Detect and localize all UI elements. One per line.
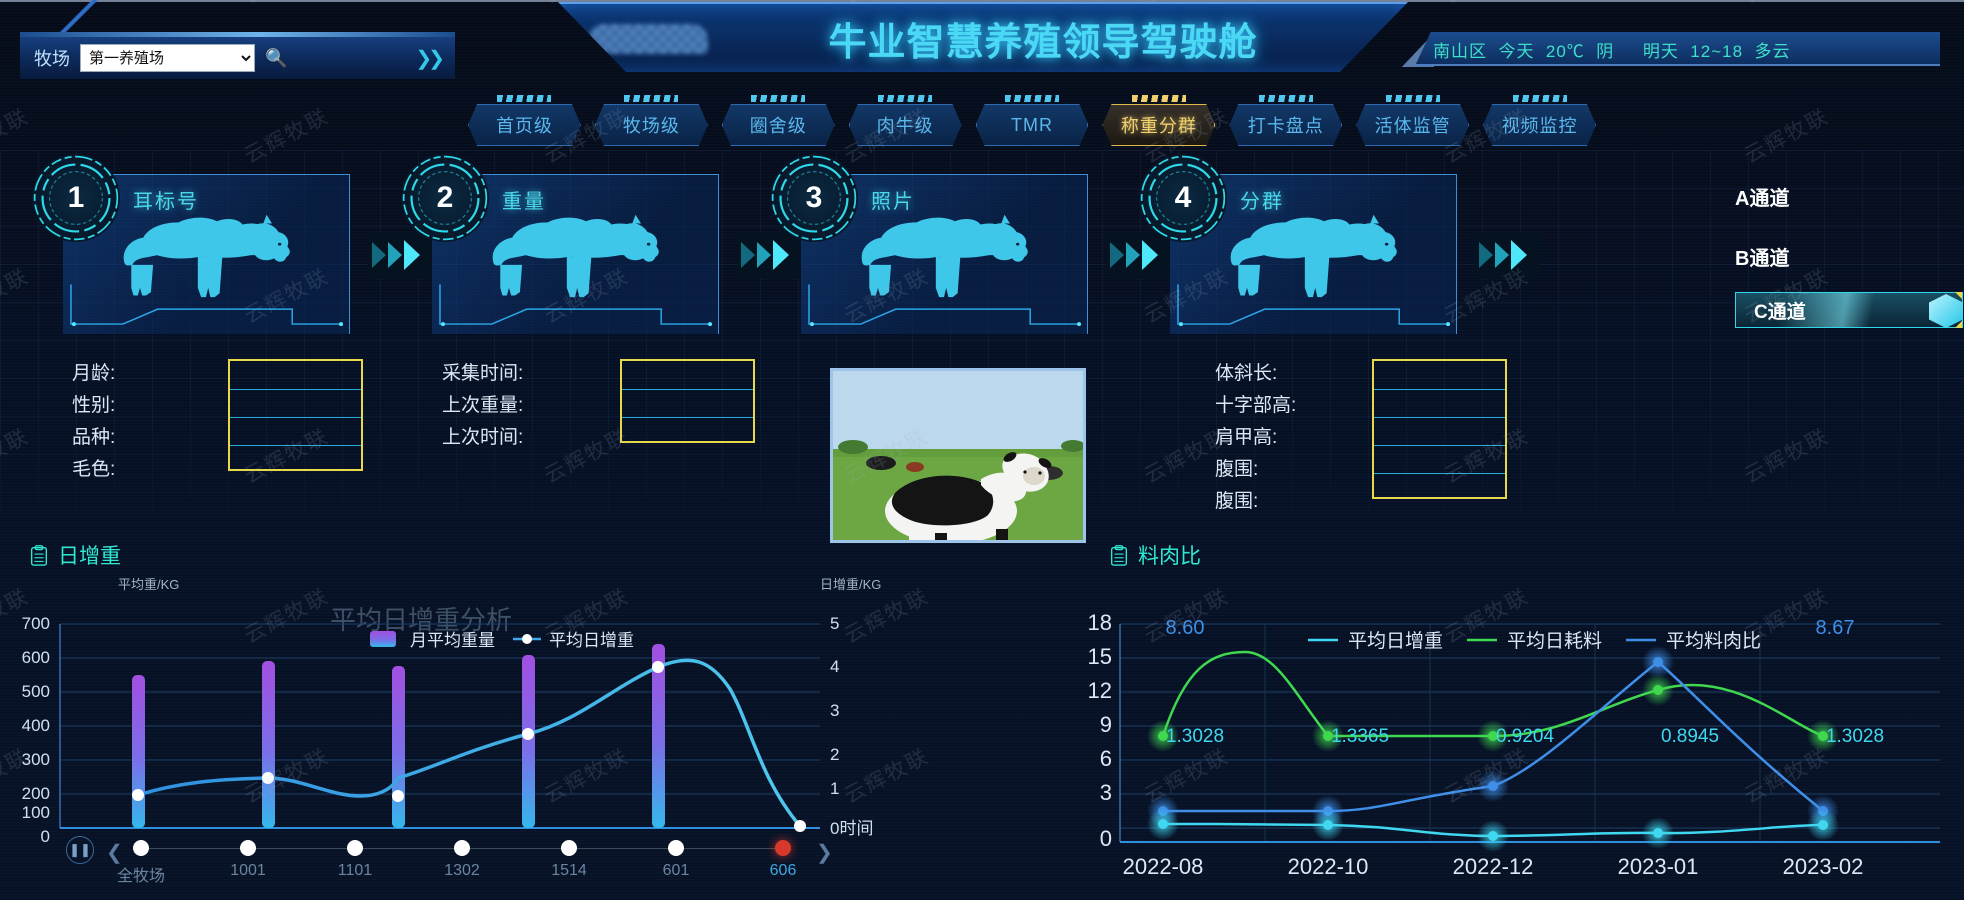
svg-text:9: 9	[1100, 712, 1112, 737]
svg-text:18: 18	[1088, 614, 1112, 635]
svg-text:15: 15	[1088, 644, 1112, 669]
svg-text:1: 1	[830, 779, 839, 798]
svg-text:2022-10: 2022-10	[1288, 854, 1369, 879]
svg-text:8.60: 8.60	[1166, 617, 1205, 639]
svg-text:400: 400	[22, 716, 50, 735]
svg-text:1.3028: 1.3028	[1826, 726, 1884, 747]
svg-text:300: 300	[22, 750, 50, 769]
svg-text:2: 2	[830, 745, 839, 764]
svg-text:2022-08: 2022-08	[1123, 854, 1204, 879]
svg-text:0时间: 0时间	[830, 819, 873, 838]
svg-text:0: 0	[1100, 826, 1112, 851]
svg-text:12: 12	[1088, 678, 1112, 703]
svg-text:100: 100	[22, 803, 50, 822]
svg-text:1.3028: 1.3028	[1166, 726, 1224, 747]
svg-text:8.67: 8.67	[1816, 617, 1855, 639]
svg-text:0.9204: 0.9204	[1496, 726, 1555, 747]
svg-text:6: 6	[1100, 746, 1112, 771]
svg-text:700: 700	[22, 614, 50, 633]
svg-text:500: 500	[22, 682, 50, 701]
svg-text:3: 3	[830, 701, 839, 720]
svg-text:0.8945: 0.8945	[1661, 726, 1719, 747]
svg-text:2022-12: 2022-12	[1453, 854, 1534, 879]
svg-text:5: 5	[830, 614, 839, 633]
svg-text:3: 3	[1100, 780, 1112, 805]
svg-text:200: 200	[22, 784, 50, 803]
svg-text:1.3365: 1.3365	[1331, 726, 1389, 747]
svg-text:600: 600	[22, 648, 50, 667]
svg-text:2023-02: 2023-02	[1783, 854, 1864, 879]
svg-text:4: 4	[830, 657, 839, 676]
svg-text:2023-01: 2023-01	[1618, 854, 1699, 879]
